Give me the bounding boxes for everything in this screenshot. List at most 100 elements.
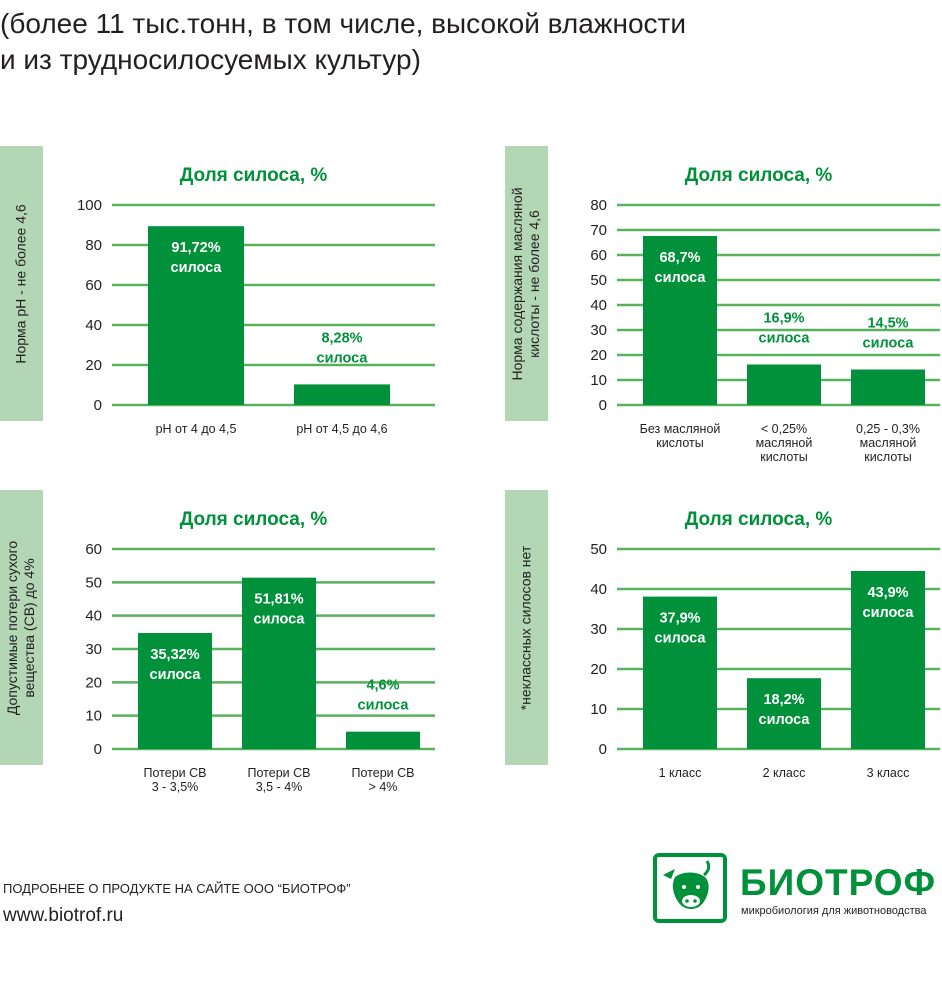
bar	[747, 364, 821, 405]
data-label: силоса	[358, 698, 410, 714]
y-tick-label: 30	[590, 322, 607, 339]
y-tick-label: 40	[590, 297, 607, 314]
data-label: 51,81%	[254, 592, 303, 608]
x-category-label: кислоты	[864, 450, 912, 464]
side-label-line: кислоты - не более 4,6	[526, 209, 542, 358]
y-tick-label: 20	[590, 661, 607, 678]
data-label: силоса	[863, 336, 915, 352]
data-label: силоса	[655, 631, 707, 647]
data-label: силоса	[171, 260, 223, 276]
bar	[294, 384, 390, 405]
page-title: (более 11 тыс.тонн, в том числе, высокой…	[0, 6, 930, 78]
logo-graphic	[663, 860, 711, 909]
footer-note: ПОДРОБНЕЕ О ПРОДУКТЕ НА САЙТЕ ООО “БИОТР…	[3, 881, 351, 896]
x-category-label: 0,25 - 0,3%	[856, 422, 920, 436]
data-label: 8,28%	[321, 330, 362, 346]
side-label-text: Норма содержания масляной кислоты - не б…	[509, 187, 543, 380]
y-tick-label: 100	[77, 197, 102, 214]
x-category-label: Потери СВ	[248, 766, 311, 780]
y-tick-label: 30	[85, 641, 102, 658]
x-category-label: Потери СВ	[352, 766, 415, 780]
data-label: силоса	[863, 605, 915, 621]
y-tick-label: 20	[85, 357, 102, 374]
data-label: силоса	[759, 712, 811, 728]
chart-title: Доля силоса, %	[180, 509, 328, 530]
data-label: силоса	[655, 270, 707, 286]
website-link[interactable]: www.biotrof.ru	[3, 905, 124, 926]
x-category-label: pH от 4 до 4,5	[156, 422, 237, 436]
side-label-box: *неклассных силосов нет	[505, 490, 548, 765]
y-tick-label: 40	[85, 317, 102, 334]
x-category-label: 1 класс	[659, 766, 702, 780]
side-label-text: *неклассных силосов нет	[518, 545, 535, 710]
side-label-line: Допустимые потери сухого	[4, 540, 20, 715]
side-label-line: вещества (СВ) до 4%	[21, 557, 37, 698]
data-label: 35,32%	[150, 647, 199, 663]
bar	[851, 571, 925, 749]
chart-title: Доля силоса, %	[685, 509, 833, 530]
chart-svg: Доля силоса, % 0 10 20 30 40 50 37,9% силоса 1 кл…	[590, 509, 940, 780]
y-tick-label: 60	[85, 541, 102, 558]
logo-tagline: микробиология для животноводства	[741, 905, 927, 917]
bar-chart-class: Доля силоса, % 0 10 20 30 40 50 37,9% силоса 1 кл…	[555, 490, 942, 780]
y-tick-label: 50	[590, 541, 607, 558]
data-label: 68,7%	[659, 250, 700, 266]
y-tick-label: 10	[590, 372, 607, 389]
x-category-label: Потери СВ	[144, 766, 207, 780]
chart-title: Доля силоса, %	[180, 165, 328, 186]
x-category-label: pH от 4,5 до 4,6	[296, 422, 387, 436]
side-label-box: Норма содержания масляной кислоты - не б…	[505, 146, 548, 421]
side-label-line: Норма содержания масляной	[509, 186, 525, 381]
bar	[747, 678, 821, 749]
data-label: силоса	[317, 350, 369, 366]
data-label: 37,9%	[659, 611, 700, 627]
y-tick-label: 0	[599, 397, 607, 414]
side-label-box: Допустимые потери сухого вещества (СВ) д…	[0, 490, 43, 765]
x-category-label: 3,5 - 4%	[256, 780, 303, 794]
x-category-label: 3 класс	[867, 766, 910, 780]
y-tick-label: 20	[85, 674, 102, 691]
data-label: 16,9%	[763, 311, 804, 327]
cow-head-icon	[653, 853, 727, 923]
title-line-2: и из трудносилосуемых культур)	[0, 44, 421, 75]
x-category-label: кислоты	[760, 450, 808, 464]
data-label: 4,6%	[366, 678, 399, 694]
side-label-box: Норма pH - не более 4,6	[0, 146, 43, 421]
side-label-text: Допустимые потери сухого вещества (СВ) д…	[4, 540, 38, 714]
y-tick-label: 0	[599, 741, 607, 758]
chart-panel-butyric: Норма содержания масляной кислоты - не б…	[505, 146, 942, 464]
data-label: 43,9%	[867, 585, 908, 601]
y-tick-label: 70	[590, 222, 607, 239]
bar	[851, 369, 925, 405]
y-tick-label: 80	[590, 197, 607, 214]
y-tick-label: 0	[94, 397, 102, 414]
y-tick-label: 10	[85, 708, 102, 725]
y-tick-label: 20	[590, 347, 607, 364]
bar-chart-dry-matter: Доля силоса, % 0 10 20 30 40 50 60 35,32% силоса П…	[50, 490, 460, 794]
bar-chart-ph: Доля силоса, % 0 20 40 60 80 100 91,72% силоса pH…	[50, 146, 460, 436]
bar	[643, 236, 717, 405]
chart-svg: Доля силоса, % 0 10 20 30 40 50 60 35,32% силоса П…	[85, 509, 435, 794]
x-category-label: Без масляной	[640, 422, 721, 436]
data-label: силоса	[759, 331, 811, 347]
y-tick-label: 50	[85, 574, 102, 591]
y-tick-label: 40	[85, 608, 102, 625]
title-line-1: (более 11 тыс.тонн, в том числе, высокой…	[0, 8, 686, 39]
bar	[242, 577, 316, 749]
chart-panel-class: *неклассных силосов нет Доля силоса, % 0 1…	[505, 490, 942, 780]
bar-chart-butyric: Доля силоса, % 0 10 20 30 40 50 60 70 80 68,7% сило…	[555, 146, 942, 464]
bar	[138, 633, 212, 749]
x-category-label: < 0,25%	[761, 422, 807, 436]
y-tick-label: 60	[590, 247, 607, 264]
y-tick-label: 40	[590, 581, 607, 598]
x-category-label: > 4%	[369, 780, 398, 794]
bar	[346, 731, 420, 749]
y-tick-label: 0	[94, 741, 102, 758]
y-tick-label: 60	[85, 277, 102, 294]
data-label: силоса	[150, 667, 202, 683]
y-tick-label: 80	[85, 237, 102, 254]
chart-title: Доля силоса, %	[685, 165, 833, 186]
x-category-label: масляной	[860, 436, 917, 450]
x-category-label: масляной	[756, 436, 813, 450]
chart-panel-ph: Норма pH - не более 4,6 Доля силоса, % 0 2…	[0, 146, 465, 436]
